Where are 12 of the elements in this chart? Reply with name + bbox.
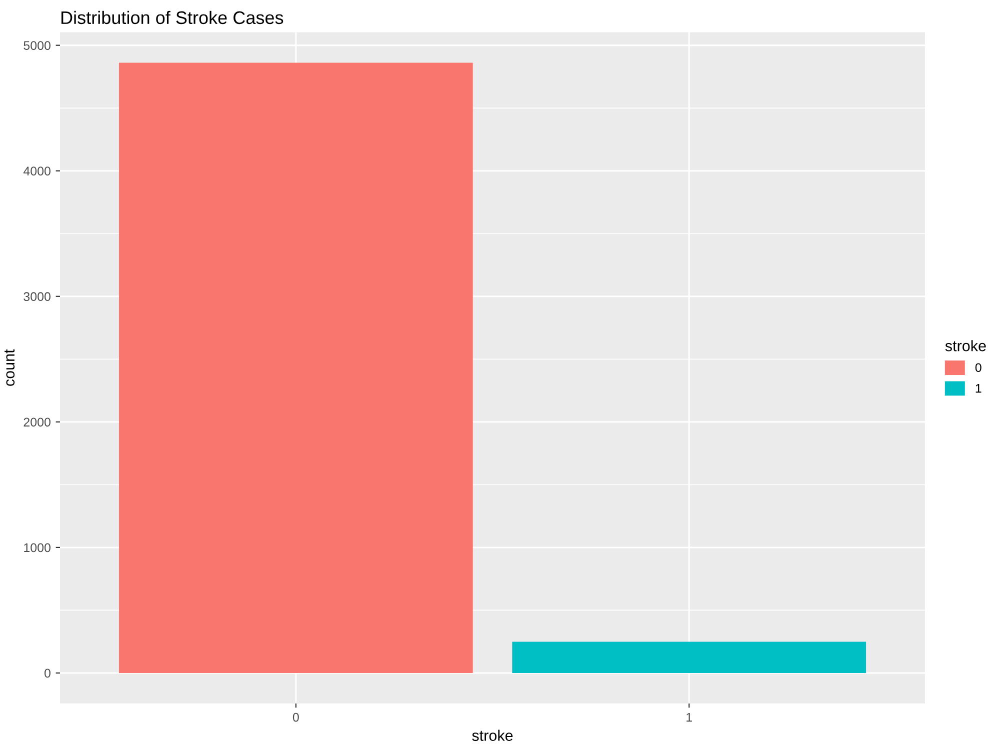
chart-title: Distribution of Stroke Cases — [61, 10, 284, 24]
x-axis-title: stroke — [472, 730, 513, 741]
legend-label: 0 — [975, 363, 982, 372]
y-tick-label: 2000 — [24, 418, 50, 427]
y-tick-label: 5000 — [24, 41, 50, 50]
y-tick-label: 4000 — [23, 166, 50, 176]
y-tick-label: 3000 — [24, 292, 50, 302]
y-tick-label: 0 — [44, 668, 50, 678]
legend-title: stroke — [945, 340, 986, 352]
y-tick-label: 1000 — [24, 543, 50, 552]
legend-label: 1 — [976, 384, 982, 393]
y-axis-title: count — [4, 349, 15, 386]
